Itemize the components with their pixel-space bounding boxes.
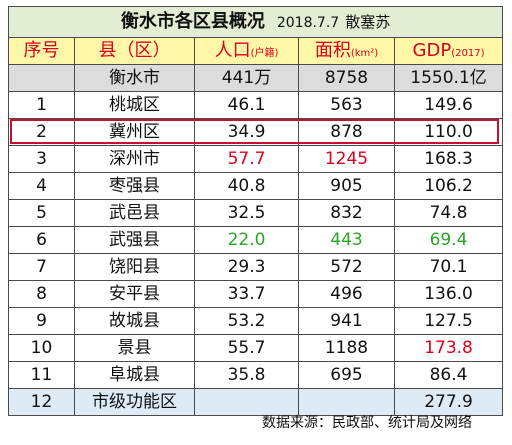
table-row: 8 安平县 33.7 496 136.0 <box>8 280 504 308</box>
row-area: 563 <box>298 91 395 119</box>
row-area: 1188 <box>298 334 395 362</box>
table-row: 5 武邑县 32.5 832 74.8 <box>8 199 504 227</box>
row-name: 桃城区 <box>74 91 195 119</box>
row-population: 53.2 <box>194 307 299 335</box>
row-area: 832 <box>298 199 395 227</box>
row-area-min: 443 <box>298 226 395 254</box>
table-row: 4 枣强县 40.8 905 106.2 <box>8 172 504 200</box>
table-row: 12 市级功能区 277.9 <box>8 388 504 416</box>
header-population: 人口(户籍) <box>194 37 299 65</box>
row-area: 905 <box>298 172 395 200</box>
row-no: 10 <box>8 334 75 362</box>
row-gdp: 110.0 <box>393 118 504 146</box>
row-gdp: 106.2 <box>393 172 504 200</box>
row-population: 55.7 <box>194 334 299 362</box>
row-name: 市级功能区 <box>74 388 195 416</box>
row-name: 武强县 <box>74 226 195 254</box>
header-area: 面积(km²) <box>298 37 395 65</box>
row-no: 12 <box>8 388 75 416</box>
row-name: 深州市 <box>74 145 195 173</box>
row-population: 46.1 <box>194 91 299 119</box>
table-row: 7 饶阳县 29.3 572 70.1 <box>8 253 504 281</box>
row-name: 景县 <box>74 334 195 362</box>
total-name: 衡水市 <box>74 64 195 92</box>
data-source-note: 数据来源：民政部、统计局及网络 <box>262 415 472 431</box>
row-no: 3 <box>8 145 75 173</box>
total-population: 441万 <box>194 64 299 92</box>
row-no: 7 <box>8 253 75 281</box>
row-no: 6 <box>8 226 75 254</box>
table-row: 6 武强县 22.0 443 69.4 <box>8 226 504 254</box>
row-population: 34.9 <box>194 118 299 146</box>
header-row: 序号 县（区） 人口(户籍) 面积(km²) GDP(2017) <box>8 37 504 65</box>
header-gdp: GDP(2017) <box>393 37 504 65</box>
row-gdp: 149.6 <box>393 91 504 119</box>
row-gdp: 127.5 <box>393 307 504 335</box>
row-no: 1 <box>8 91 75 119</box>
row-no: 9 <box>8 307 75 335</box>
row-name: 饶阳县 <box>74 253 195 281</box>
row-area: 941 <box>298 307 395 335</box>
total-no <box>8 64 75 92</box>
county-overview-table: 衡水市各区县概况 2018.7.7 散塞苏 序号 县（区） 人口(户籍) 面积(km… <box>7 6 504 416</box>
row-population: 29.3 <box>194 253 299 281</box>
row-gdp: 277.9 <box>393 388 504 416</box>
row-no: 4 <box>8 172 75 200</box>
row-name: 武邑县 <box>74 199 195 227</box>
row-gdp-min: 69.4 <box>393 226 504 254</box>
row-population-max: 57.7 <box>194 145 299 173</box>
row-gdp: 168.3 <box>393 145 504 173</box>
row-gdp-max: 173.8 <box>393 334 504 362</box>
row-gdp: 74.8 <box>393 199 504 227</box>
header-county: 县（区） <box>74 37 195 65</box>
row-population-min: 22.0 <box>194 226 299 254</box>
table-row: 9 故城县 53.2 941 127.5 <box>8 307 504 335</box>
row-gdp: 136.0 <box>393 280 504 308</box>
table-title-row: 衡水市各区县概况 2018.7.7 散塞苏 <box>7 6 504 38</box>
title-author: 散塞苏 <box>345 13 391 31</box>
title-text: 衡水市各区县概况 <box>120 11 265 32</box>
row-gdp: 70.1 <box>393 253 504 281</box>
table-row: 11 阜城县 35.8 695 86.4 <box>8 361 504 389</box>
table-title: 衡水市各区县概况 2018.7.7 散塞苏 <box>7 6 504 38</box>
table-row-highlighted: 2 冀州区 34.9 878 110.0 <box>8 118 504 146</box>
row-name: 安平县 <box>74 280 195 308</box>
row-no: 11 <box>8 361 75 389</box>
row-population: 33.7 <box>194 280 299 308</box>
row-no: 5 <box>8 199 75 227</box>
total-gdp: 1550.1亿 <box>393 64 504 92</box>
table-row: 3 深州市 57.7 1245 168.3 <box>8 145 504 173</box>
row-area-max: 1245 <box>298 145 395 173</box>
row-population: 32.5 <box>194 199 299 227</box>
row-population <box>194 388 299 416</box>
row-population: 40.8 <box>194 172 299 200</box>
row-population: 35.8 <box>194 361 299 389</box>
total-row: 衡水市 441万 8758 1550.1亿 <box>8 64 504 92</box>
total-area: 8758 <box>298 64 395 92</box>
row-name: 阜城县 <box>74 361 195 389</box>
row-name: 故城县 <box>74 307 195 335</box>
table-row: 10 景县 55.7 1188 173.8 <box>8 334 504 362</box>
row-gdp: 86.4 <box>393 361 504 389</box>
row-no: 2 <box>8 118 75 146</box>
row-name: 冀州区 <box>74 118 195 146</box>
row-name: 枣强县 <box>74 172 195 200</box>
header-no: 序号 <box>8 37 75 65</box>
row-area: 572 <box>298 253 395 281</box>
row-no: 8 <box>8 280 75 308</box>
row-area: 878 <box>298 118 395 146</box>
row-area: 695 <box>298 361 395 389</box>
row-area: 496 <box>298 280 395 308</box>
table-row: 1 桃城区 46.1 563 149.6 <box>8 91 504 119</box>
title-date: 2018.7.7 <box>276 15 340 31</box>
